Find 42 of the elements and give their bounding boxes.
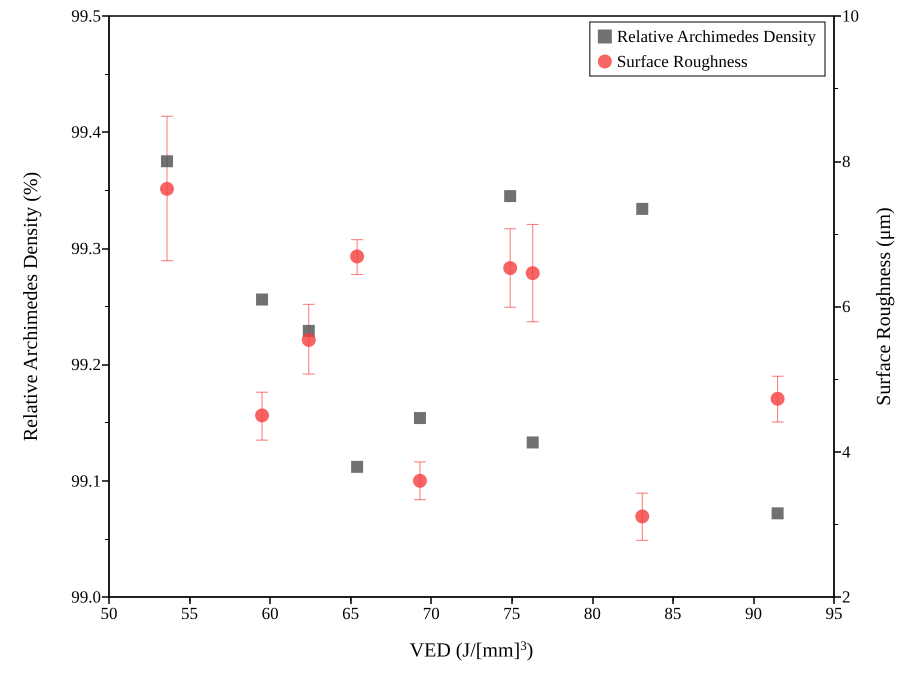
x-tick-label: 95 <box>826 604 842 623</box>
point <box>526 266 540 280</box>
y-tick-label: 99.3 <box>71 238 101 258</box>
x-tick-label: 90 <box>744 604 762 623</box>
point <box>635 509 650 524</box>
point <box>414 412 426 424</box>
x-tick-label: 80 <box>584 604 601 623</box>
y2-tick-label: 6 <box>842 297 850 316</box>
point <box>351 460 364 473</box>
y2-tick-label: 4 <box>842 442 851 462</box>
x-tick-label: 65 <box>342 604 360 623</box>
x-tick-label: 75 <box>503 604 520 623</box>
point <box>772 507 784 520</box>
x-tick-label: 60 <box>262 604 279 623</box>
point <box>504 190 516 202</box>
legend-label: Surface Roughness <box>616 52 748 71</box>
point <box>160 182 174 196</box>
point <box>302 332 316 347</box>
y-axis-title: Relative Archimedes Density (%) <box>20 172 42 442</box>
point <box>412 474 427 488</box>
point <box>255 408 270 422</box>
y-tick-label: 99.0 <box>71 588 101 606</box>
y-tick-label: 99.5 <box>71 6 101 26</box>
point <box>770 392 785 406</box>
x-tick-label: 50 <box>100 604 118 623</box>
y2-tick-label: 8 <box>842 152 850 171</box>
point <box>256 294 268 306</box>
point <box>636 202 648 215</box>
point <box>161 155 173 168</box>
y2-tick-label: 2 <box>842 588 850 606</box>
x-tick-label: 70 <box>422 604 440 623</box>
y-tick-label: 99.4 <box>71 122 102 142</box>
y2-axis-title: Surface Roughness (μm) <box>873 207 895 406</box>
point <box>350 249 364 264</box>
x-tick-label: 85 <box>664 604 682 623</box>
y-tick-label: 99.2 <box>71 355 101 374</box>
point <box>526 436 539 448</box>
y2-tick-label: 10 <box>842 6 859 26</box>
point <box>503 261 518 276</box>
legend-label: Relative Archimedes Density <box>616 27 817 46</box>
y-tick-label: 99.1 <box>71 471 101 490</box>
x-tick-label: 55 <box>181 604 198 623</box>
